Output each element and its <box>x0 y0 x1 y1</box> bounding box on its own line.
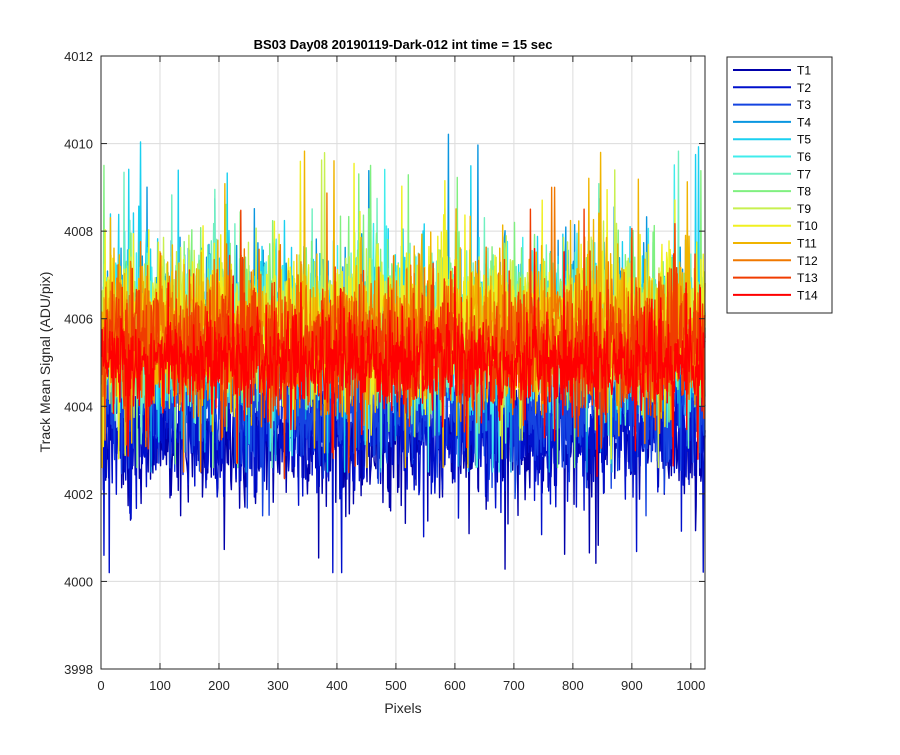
legend-item-t12[interactable]: T12 <box>733 254 818 268</box>
x-tick-label: 200 <box>208 678 230 693</box>
legend-label: T2 <box>797 81 811 95</box>
chart-title: BS03 Day08 20190119-Dark-012 int time = … <box>254 37 553 52</box>
y-tick-label: 4000 <box>64 574 93 589</box>
legend-item-t5[interactable]: T5 <box>733 133 811 147</box>
legend-item-t4[interactable]: T4 <box>733 115 811 129</box>
series-line-t14 <box>100 247 706 478</box>
legend-label: T13 <box>797 271 818 285</box>
y-axis-label: Track Mean Signal (ADU/pix) <box>37 272 53 453</box>
legend-item-t9[interactable]: T9 <box>733 202 811 216</box>
x-tick-label: 700 <box>503 678 525 693</box>
x-tick-label: 100 <box>149 678 171 693</box>
y-tick-label: 4002 <box>64 487 93 502</box>
legend-label: T4 <box>797 115 811 129</box>
legend-item-t13[interactable]: T13 <box>733 271 818 285</box>
x-tick-label: 1000 <box>676 678 705 693</box>
legend-item-t10[interactable]: T10 <box>733 219 818 233</box>
legend-item-t11[interactable]: T11 <box>733 237 817 251</box>
legend-label: T6 <box>797 150 811 164</box>
legend[interactable]: T1 T2 T3 T4 T5 T6 T7 T8 T9 T10 T11 T12 T13 T14 <box>726 56 833 314</box>
x-axis-label: Pixels <box>384 700 421 716</box>
legend-label: T8 <box>797 185 811 199</box>
y-tick-label: 4006 <box>64 312 93 327</box>
legend-box <box>726 56 833 314</box>
legend-label: T11 <box>797 237 817 251</box>
legend-item-t3[interactable]: T3 <box>733 98 811 112</box>
x-tick-label: 800 <box>562 678 584 693</box>
x-tick-label: 500 <box>385 678 407 693</box>
y-tick-label: 4010 <box>64 137 93 152</box>
legend-item-t2[interactable]: T2 <box>733 81 811 95</box>
plot-area-frame <box>100 55 706 670</box>
legend-entries: T1 T2 T3 T4 T5 T6 T7 T8 T9 T10 T11 T12 T13 T14 <box>733 64 818 302</box>
y-tick-label: 4004 <box>64 399 93 414</box>
x-tick-label: 0 <box>97 678 104 693</box>
legend-item-t1[interactable]: T1 <box>733 64 811 78</box>
legend-item-t6[interactable]: T6 <box>733 150 811 164</box>
legend-label: T7 <box>797 167 811 181</box>
x-tick-label: 400 <box>326 678 348 693</box>
legend-label: T5 <box>797 133 811 147</box>
series-layer <box>100 133 706 574</box>
legend-label: T10 <box>797 219 818 233</box>
x-tick-label: 300 <box>267 678 289 693</box>
y-tick-label: 3998 <box>64 662 93 677</box>
legend-label: T1 <box>797 64 811 78</box>
y-tick-label: 4008 <box>64 224 93 239</box>
y-tick-label: 4012 <box>64 49 93 64</box>
legend-label: T9 <box>797 202 811 216</box>
legend-item-t8[interactable]: T8 <box>733 185 811 199</box>
legend-label: T3 <box>797 98 811 112</box>
tick-layer: 0 100 200 300 400 500 600 700 800 900 1000 3998 4000… <box>64 49 705 693</box>
legend-item-t14[interactable]: T14 <box>733 288 818 302</box>
legend-item-t7[interactable]: T7 <box>733 167 811 181</box>
legend-label: T12 <box>797 254 818 268</box>
legend-label: T14 <box>797 288 818 302</box>
x-tick-label: 900 <box>621 678 643 693</box>
x-tick-label: 600 <box>444 678 466 693</box>
